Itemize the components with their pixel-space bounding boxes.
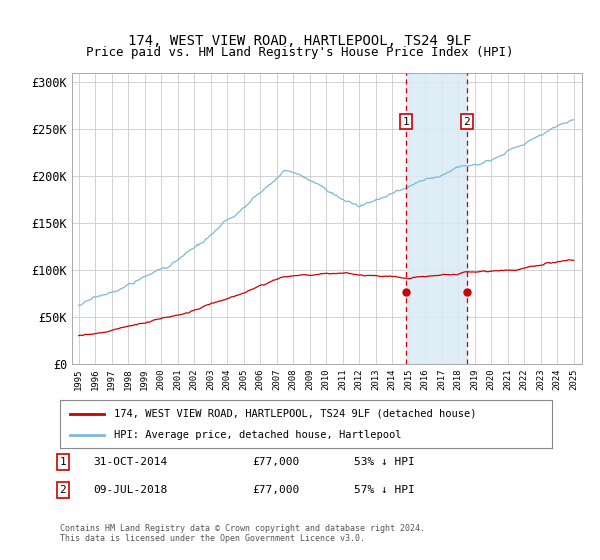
Text: £77,000: £77,000 xyxy=(252,457,299,467)
Text: 57% ↓ HPI: 57% ↓ HPI xyxy=(354,485,415,495)
Text: 1: 1 xyxy=(59,457,67,467)
Text: 2: 2 xyxy=(59,485,67,495)
Bar xyxy=(406,73,467,364)
Text: £77,000: £77,000 xyxy=(252,485,299,495)
Text: 174, WEST VIEW ROAD, HARTLEPOOL, TS24 9LF: 174, WEST VIEW ROAD, HARTLEPOOL, TS24 9L… xyxy=(128,34,472,48)
Text: Contains HM Land Registry data © Crown copyright and database right 2024.
This d: Contains HM Land Registry data © Crown c… xyxy=(60,524,425,543)
Text: 2: 2 xyxy=(463,116,470,127)
Text: HPI: Average price, detached house, Hartlepool: HPI: Average price, detached house, Hart… xyxy=(114,430,401,440)
Text: Price paid vs. HM Land Registry's House Price Index (HPI): Price paid vs. HM Land Registry's House … xyxy=(86,46,514,59)
Text: 31-OCT-2014: 31-OCT-2014 xyxy=(93,457,167,467)
Text: 09-JUL-2018: 09-JUL-2018 xyxy=(93,485,167,495)
Text: 174, WEST VIEW ROAD, HARTLEPOOL, TS24 9LF (detached house): 174, WEST VIEW ROAD, HARTLEPOOL, TS24 9L… xyxy=(114,409,476,419)
Text: 53% ↓ HPI: 53% ↓ HPI xyxy=(354,457,415,467)
Text: 1: 1 xyxy=(403,116,409,127)
